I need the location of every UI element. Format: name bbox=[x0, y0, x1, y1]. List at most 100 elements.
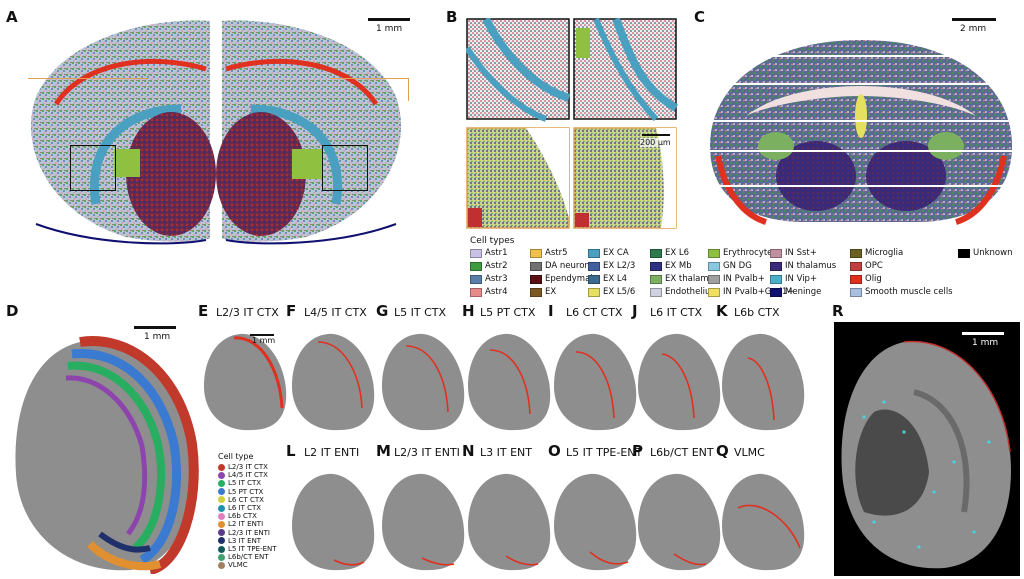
scalebar-c-label: 2 mm bbox=[960, 24, 987, 34]
panel-image-q bbox=[722, 473, 805, 571]
legend-swatch bbox=[770, 261, 782, 271]
panel-label-n: N bbox=[462, 442, 475, 460]
panel-image-h bbox=[468, 333, 551, 431]
legend-swatch bbox=[850, 287, 862, 297]
panel-label-q: Q bbox=[716, 442, 729, 460]
d-legend-label: L6 IT CTX bbox=[228, 504, 262, 512]
scalebar-e bbox=[250, 334, 274, 336]
d-legend-item: L5 PT CTX bbox=[218, 488, 263, 496]
legend-swatch bbox=[850, 248, 862, 258]
panel-image-k bbox=[722, 333, 805, 431]
d-legend-item: L4/5 IT CTX bbox=[218, 471, 268, 479]
legend-item: EX L2/3 bbox=[588, 261, 635, 271]
d-legend-dot bbox=[218, 496, 225, 504]
zoom-insets-b bbox=[466, 18, 678, 229]
legend-item: Astr3 bbox=[470, 274, 507, 284]
legend-swatch bbox=[770, 287, 782, 297]
legend-swatch bbox=[530, 261, 542, 271]
legend-label: Erythrocyte bbox=[723, 248, 773, 258]
legend-title: Cell types bbox=[470, 236, 515, 246]
legend-label: OPC bbox=[865, 261, 883, 271]
panel-image-m bbox=[382, 473, 465, 571]
legend-swatch bbox=[470, 274, 482, 284]
legend-swatch bbox=[708, 274, 720, 284]
d-legend-label: L4/5 IT CTX bbox=[228, 471, 268, 480]
brain-section-a bbox=[29, 18, 403, 245]
panel-label-o: O bbox=[548, 442, 561, 460]
panel-title-n: L3 IT ENT bbox=[480, 446, 532, 459]
region-box-a-left bbox=[70, 145, 116, 191]
legend-label: IN Sst+ bbox=[785, 248, 817, 258]
panel-label-a: A bbox=[6, 8, 18, 26]
legend-item: IN thalamus bbox=[770, 261, 836, 271]
legend-label: IN Vip+ bbox=[785, 274, 818, 284]
legend-item: EX L5/6 bbox=[588, 287, 635, 297]
legend-label: EX L6 bbox=[665, 248, 690, 258]
d-legend-label: L6b CTX bbox=[228, 512, 257, 521]
legend-swatch bbox=[470, 261, 482, 271]
legend-item: OPC bbox=[850, 261, 883, 271]
d-legend-dot bbox=[218, 504, 225, 512]
panel-title-j: L6 IT CTX bbox=[650, 306, 703, 319]
panel-label-b: B bbox=[446, 8, 458, 26]
scalebar-r bbox=[962, 332, 1004, 335]
legend-item: Olig bbox=[850, 274, 882, 284]
panel-title-k: L6b CTX bbox=[734, 306, 780, 319]
legend-label: DA neuron bbox=[545, 261, 590, 271]
coronal-section-c bbox=[706, 40, 1016, 225]
legend-item: Astr5 bbox=[530, 248, 567, 258]
legend-swatch bbox=[708, 248, 720, 258]
legend-item: Astr4 bbox=[470, 287, 507, 297]
legend-label: Olig bbox=[865, 274, 882, 284]
legend-label: Microglia bbox=[865, 248, 904, 258]
panel-label-h: H bbox=[462, 302, 475, 320]
d-legend-item: L5 IT TPE-ENT bbox=[218, 545, 277, 553]
panel-label-m: M bbox=[376, 442, 391, 460]
legend-item: Erythrocyte bbox=[708, 248, 772, 258]
legend-label: Astr1 bbox=[485, 248, 508, 258]
d-legend-label: L2/3 IT ENTI bbox=[228, 528, 270, 537]
panel-title-l: L2 IT ENTI bbox=[304, 446, 360, 459]
legend-item: IN Pvalb+ bbox=[708, 274, 765, 284]
legend-label: EX Mb bbox=[665, 261, 692, 271]
d-legend-dot bbox=[218, 512, 225, 520]
legend-swatch bbox=[770, 274, 782, 284]
scalebar-c bbox=[952, 18, 996, 21]
legend-item: Smooth muscle cells bbox=[850, 287, 953, 297]
scalebar-e-label: 1 mm bbox=[252, 336, 276, 345]
legend-label: IN thalamus bbox=[785, 261, 837, 271]
panel-image-g bbox=[382, 333, 465, 431]
legend-item: IN Sst+ bbox=[770, 248, 817, 258]
d-legend-dot bbox=[218, 479, 225, 487]
d-legend-title: Cell type bbox=[218, 452, 254, 461]
legend-label: EX CA bbox=[603, 248, 629, 258]
legend-swatch bbox=[650, 248, 662, 258]
panel-label-f: F bbox=[286, 302, 297, 320]
scalebar-d-label: 1 mm bbox=[144, 332, 171, 342]
d-legend-dot bbox=[218, 553, 225, 561]
d-legend-dot bbox=[218, 561, 225, 569]
legend-item: Endothelium bbox=[650, 287, 719, 297]
legend-label: Unknown bbox=[973, 248, 1013, 258]
d-legend-label: L3 IT ENT bbox=[228, 536, 262, 545]
legend-label: Astr5 bbox=[545, 248, 568, 258]
legend-item: EX Mb bbox=[650, 261, 692, 271]
legend-swatch bbox=[850, 261, 862, 271]
legend-label: Endothelium bbox=[665, 287, 719, 297]
legend-swatch bbox=[588, 261, 600, 271]
legend-item: EX CA bbox=[588, 248, 629, 258]
hemisphere-d bbox=[15, 336, 199, 574]
legend-swatch bbox=[958, 248, 970, 258]
scalebar-d bbox=[134, 326, 176, 329]
legend-swatch bbox=[650, 261, 662, 271]
panel-image-p bbox=[638, 473, 721, 571]
panel-label-g: G bbox=[376, 302, 389, 320]
d-legend-dot bbox=[218, 463, 225, 471]
d-legend-label: L5 IT CTX bbox=[228, 479, 262, 488]
d-legend-dot bbox=[218, 529, 225, 537]
legend-swatch bbox=[530, 248, 542, 258]
scalebar-a bbox=[368, 18, 410, 21]
d-legend-label: L5 PT CTX bbox=[228, 487, 264, 496]
legend-label: Meninge bbox=[785, 287, 822, 297]
legend-swatch bbox=[530, 287, 542, 297]
